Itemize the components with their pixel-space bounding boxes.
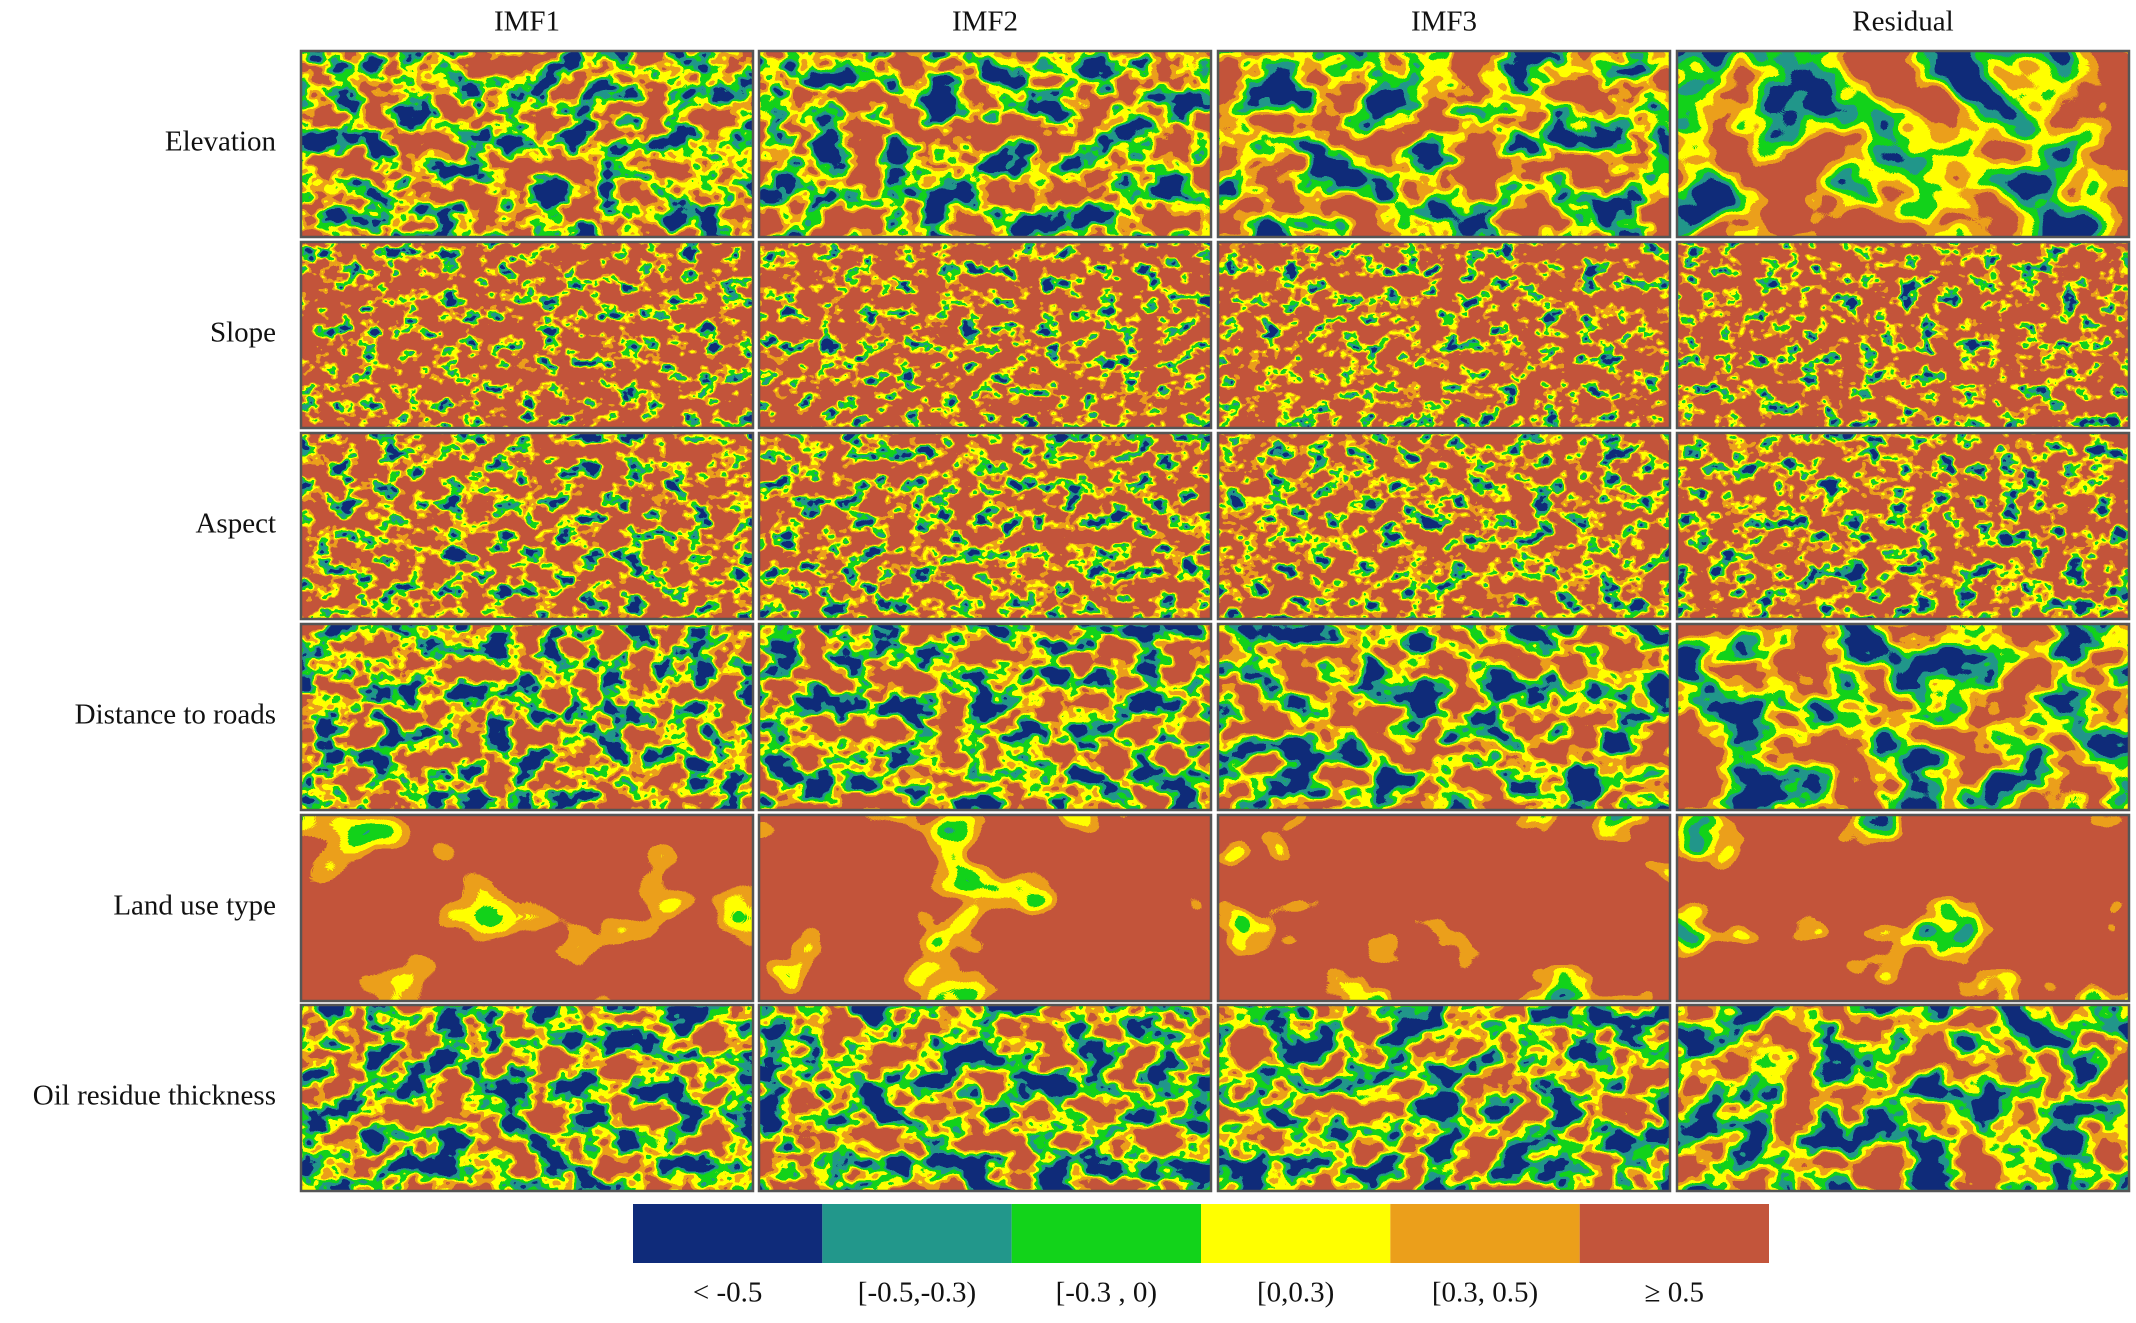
map-panel (1219, 434, 1669, 618)
map-panel (1678, 243, 2128, 427)
panel-border (1216, 813, 1672, 1003)
row-label: Slope (210, 317, 276, 349)
row-label: Elevation (165, 126, 277, 158)
map-panel (1678, 1006, 2128, 1190)
map-panel (302, 243, 752, 427)
panel-border (1675, 622, 2131, 812)
panel-border (1675, 1003, 2131, 1193)
map-panel (302, 816, 752, 1000)
panel-border (1675, 431, 2131, 621)
legend-label: [-0.3 , 0) (1056, 1277, 1157, 1309)
panel-border (299, 1003, 755, 1193)
panel-border (1216, 49, 1672, 239)
panel-border (299, 49, 755, 239)
column-header: Residual (1852, 6, 1954, 38)
panel-border (299, 813, 755, 1003)
row-label: Aspect (195, 508, 276, 540)
map-panel (302, 52, 752, 236)
map-panel (1219, 52, 1669, 236)
panel-border (299, 431, 755, 621)
row-label: Oil residue thickness (33, 1080, 276, 1112)
map-panel (1678, 816, 2128, 1000)
panel-border (1675, 240, 2131, 430)
map-panel (1678, 434, 2128, 618)
map-panel (1678, 52, 2128, 236)
panel-border (1675, 49, 2131, 239)
legend-swatch (1579, 1204, 1769, 1263)
panel-border (757, 1003, 1213, 1193)
map-panel (760, 52, 1210, 236)
map-panel (1219, 1006, 1669, 1190)
panel-border (1216, 1003, 1672, 1193)
map-panel (1219, 816, 1669, 1000)
panel-border (1216, 240, 1672, 430)
panel-border (757, 813, 1213, 1003)
column-header: IMF2 (952, 6, 1018, 38)
legend-label: ≥ 0.5 (1645, 1277, 1704, 1309)
map-panel (760, 434, 1210, 618)
legend-swatch (1390, 1204, 1580, 1263)
map-panel (760, 625, 1210, 809)
panel-border (1675, 813, 2131, 1003)
panel-border (1216, 622, 1672, 812)
legend-swatch (633, 1204, 823, 1263)
panel-border (1216, 431, 1672, 621)
legend-label: [0.3, 0.5) (1432, 1277, 1538, 1309)
map-panel (302, 625, 752, 809)
legend-swatch (822, 1204, 1012, 1263)
panel-border (757, 431, 1213, 621)
legend-swatch (1201, 1204, 1391, 1263)
map-panel (1219, 243, 1669, 427)
legend-label: [0,0.3) (1257, 1277, 1334, 1309)
map-panel (302, 434, 752, 618)
map-panel (760, 243, 1210, 427)
panel-border (299, 240, 755, 430)
row-label: Distance to roads (75, 699, 276, 731)
map-panel (1678, 625, 2128, 809)
panel-border (757, 622, 1213, 812)
column-header: IMF1 (494, 6, 560, 38)
panel-border (757, 240, 1213, 430)
row-label: Land use type (113, 890, 276, 922)
legend-label: [-0.5,-0.3) (858, 1277, 976, 1309)
map-panel (302, 1006, 752, 1190)
legend-swatch (1011, 1204, 1201, 1263)
panel-border (299, 622, 755, 812)
map-panel (760, 816, 1210, 1000)
panel-border (757, 49, 1213, 239)
legend-label: < -0.5 (693, 1277, 763, 1309)
column-header: IMF3 (1411, 6, 1477, 38)
map-panel (760, 1006, 1210, 1190)
map-panel (1219, 625, 1669, 809)
